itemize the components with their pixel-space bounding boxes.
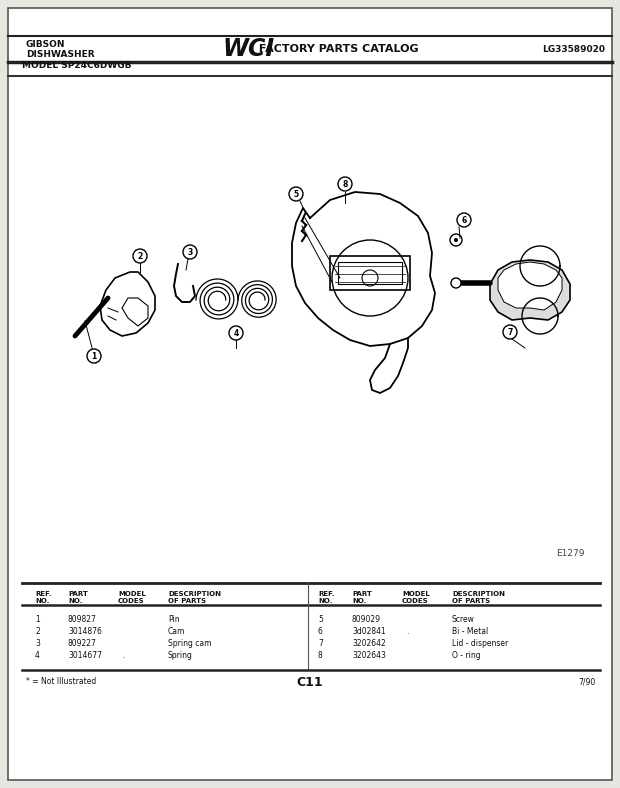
Text: 3014677: 3014677 [68,651,102,660]
Text: 7/90: 7/90 [578,678,596,686]
Circle shape [133,249,147,263]
Text: DISHWASHER: DISHWASHER [26,50,95,58]
Circle shape [503,325,517,339]
Text: CODES: CODES [402,598,428,604]
Text: 8: 8 [318,651,323,660]
Polygon shape [498,262,562,310]
Text: 7: 7 [507,328,513,336]
Text: NO.: NO. [35,598,50,604]
Text: Cam: Cam [168,627,185,636]
Text: 2: 2 [138,251,143,261]
Text: 809227: 809227 [68,639,97,648]
Text: LG33589020: LG33589020 [542,44,605,54]
Text: MODEL SP24C6DWGB: MODEL SP24C6DWGB [22,61,131,70]
Circle shape [451,278,461,288]
Bar [338,262,402,284]
Text: NO.: NO. [68,598,82,604]
Text: 6: 6 [461,215,467,225]
Text: 3202642: 3202642 [352,639,386,648]
Text: MODEL: MODEL [402,591,430,597]
Text: .: . [406,627,409,636]
Text: REF.: REF. [35,591,51,597]
Circle shape [183,245,197,259]
Circle shape [454,238,458,242]
Text: PART: PART [352,591,372,597]
FancyBboxPatch shape [8,8,612,780]
Circle shape [338,177,352,191]
Text: DESCRIPTION: DESCRIPTION [452,591,505,597]
Circle shape [87,349,101,363]
Text: 1: 1 [91,351,97,360]
Text: 3d02841: 3d02841 [352,627,386,636]
Text: 6: 6 [318,627,323,636]
Polygon shape [490,260,570,320]
Text: CODES: CODES [118,598,144,604]
Text: 3202643: 3202643 [352,651,386,660]
Text: DESCRIPTION: DESCRIPTION [168,591,221,597]
Text: NO.: NO. [318,598,332,604]
Text: 2: 2 [35,627,40,636]
Text: Lid - dispenser: Lid - dispenser [452,639,508,648]
Circle shape [289,187,303,201]
Text: 4: 4 [35,651,40,660]
Text: NO.: NO. [352,598,366,604]
Text: Spring: Spring [168,651,193,660]
Text: 3: 3 [35,639,40,648]
Text: 3: 3 [187,247,193,257]
Text: PART: PART [68,591,88,597]
Text: OF PARTS: OF PARTS [168,598,206,604]
Bar [330,256,410,290]
Text: * = Not Illustrated: * = Not Illustrated [26,678,96,686]
Text: 809827: 809827 [68,615,97,624]
Text: 7: 7 [318,639,323,648]
Circle shape [229,326,243,340]
Text: Pin: Pin [168,615,180,624]
Text: Spring cam: Spring cam [168,639,211,648]
Text: 1: 1 [35,615,40,624]
Text: WCI: WCI [222,37,274,61]
Text: Screw: Screw [452,615,475,624]
Text: 809029: 809029 [352,615,381,624]
Text: Bi - Metal: Bi - Metal [452,627,489,636]
Text: E1279: E1279 [557,548,585,557]
Text: FACTORY PARTS CATALOG: FACTORY PARTS CATALOG [255,44,418,54]
Text: 8: 8 [342,180,348,188]
Text: 5: 5 [293,189,299,199]
Text: .: . [122,651,125,660]
Text: C11: C11 [297,675,323,689]
Text: 3014876: 3014876 [68,627,102,636]
Circle shape [450,234,462,246]
Text: OF PARTS: OF PARTS [452,598,490,604]
Circle shape [457,213,471,227]
Text: 5: 5 [318,615,323,624]
Text: MODEL: MODEL [118,591,146,597]
Text: 4: 4 [233,329,239,337]
Text: GIBSON: GIBSON [26,39,66,49]
Text: REF.: REF. [318,591,335,597]
Text: O - ring: O - ring [452,651,480,660]
